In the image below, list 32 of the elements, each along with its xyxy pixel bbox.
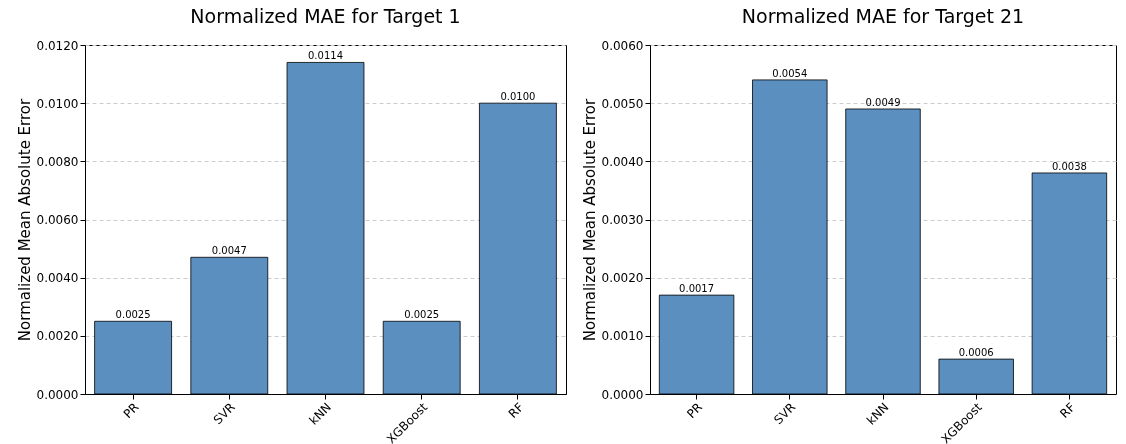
x-tick-label: PR: [120, 400, 142, 421]
data-label: 0.0025: [115, 309, 151, 321]
y-tick-label: 0.0040: [36, 271, 79, 286]
y-tick-label: 0.0020: [36, 329, 79, 344]
data-label: 0.0054: [772, 67, 808, 79]
y-tick-label: 0.0080: [36, 154, 79, 169]
y-tick-label: 0.0040: [601, 154, 644, 169]
data-label: 0.0006: [958, 347, 994, 359]
y-tick-label: 0.0100: [36, 96, 79, 111]
data-label: 0.0025: [404, 309, 440, 321]
y-tick-label: 0.0000: [601, 387, 644, 402]
y-tick-label: 0.0030: [601, 213, 644, 227]
chart-title: Normalized MAE for Target 1: [190, 5, 461, 27]
data-label: 0.0047: [211, 245, 247, 257]
data-label: 0.0017: [679, 283, 715, 295]
y-tick-label: 0.0020: [601, 271, 644, 286]
x-tick-label: RF: [505, 400, 527, 421]
data-label: 0.0114: [308, 50, 343, 62]
y-tick-label: 0.0060: [36, 213, 79, 227]
y-tick-label: 0.0010: [601, 329, 644, 344]
x-tick-label: PR: [684, 400, 706, 421]
y-tick-label: 0.0000: [36, 387, 79, 402]
data-label: 0.0038: [1051, 160, 1087, 172]
data-label: 0.0100: [500, 91, 536, 103]
y-axis-title: Normalized Mean Absolute Error: [580, 97, 599, 342]
chart-title: Normalized MAE for Target 21: [741, 5, 1025, 27]
x-tick-label: RF: [1057, 400, 1078, 421]
y-axis-title: Normalized Mean Absolute Error: [15, 97, 34, 342]
data-label: 0.0049: [865, 96, 901, 108]
y-tick-label: 0.0060: [601, 38, 644, 53]
y-tick-label: 0.0120: [36, 38, 79, 53]
y-tick-label: 0.0050: [601, 96, 644, 111]
